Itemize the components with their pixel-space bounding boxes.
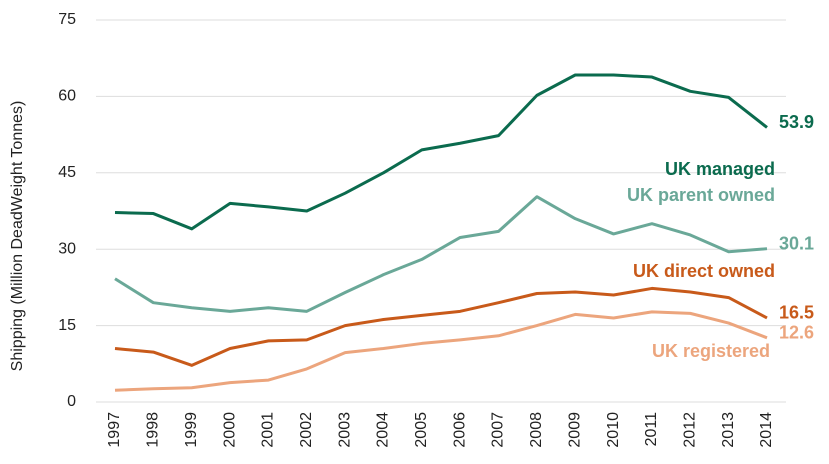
x-tick-label: 1999 <box>183 412 200 448</box>
y-tick-label: 60 <box>58 88 76 105</box>
x-tick-label: 2003 <box>336 412 353 448</box>
x-tick-label: 2005 <box>413 412 430 448</box>
x-tick-label: 1998 <box>145 412 162 448</box>
x-tick-label: 2007 <box>490 412 507 448</box>
x-tick-label: 2006 <box>451 412 468 448</box>
y-tick-label: 15 <box>58 317 76 334</box>
x-tick-label: 1997 <box>106 412 123 448</box>
x-tick-label: 2004 <box>375 412 392 448</box>
series-line <box>114 73 768 231</box>
series-label: UK managed <box>665 159 775 179</box>
x-tick-label: 2011 <box>643 412 660 447</box>
series-label: UK registered <box>652 341 770 361</box>
end-value-label: 30.1 <box>779 233 814 253</box>
x-tick-label: 2009 <box>566 412 583 448</box>
y-tick-label: 75 <box>58 11 76 28</box>
series-line <box>114 286 768 367</box>
end-value-label: 12.6 <box>779 323 814 343</box>
y-axis-label: Shipping (Million DeadWeight Tonnes) <box>9 101 26 372</box>
end-value-label: 53.9 <box>779 112 814 132</box>
x-tick-label: 2012 <box>682 412 699 448</box>
x-tick-label: 2000 <box>221 412 238 448</box>
y-tick-label: 0 <box>67 393 76 410</box>
x-tick-label: 2010 <box>605 412 622 448</box>
series-label: UK parent owned <box>627 185 775 205</box>
series-line <box>114 310 768 392</box>
y-tick-label: 45 <box>58 164 76 181</box>
series-label: UK direct owned <box>633 261 775 281</box>
series-line <box>114 195 768 313</box>
x-tick-label: 2014 <box>758 412 775 448</box>
x-tick-label: 2008 <box>528 412 545 448</box>
x-tick-label: 2002 <box>298 412 315 448</box>
x-tick-label: 2013 <box>720 412 737 448</box>
end-value-label: 16.5 <box>779 303 814 323</box>
x-tick-label: 2001 <box>260 412 277 448</box>
y-tick-label: 30 <box>58 240 76 257</box>
